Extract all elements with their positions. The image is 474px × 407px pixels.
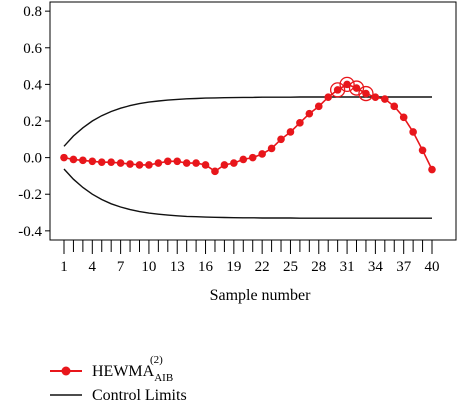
hewma-point xyxy=(230,159,238,167)
hewma-point xyxy=(352,84,361,92)
lower-control-limit xyxy=(63,168,432,219)
legend-hewma-label: HEWMAAIB xyxy=(92,363,173,384)
y-tick-label: 0.4 xyxy=(23,77,42,93)
hewma-point xyxy=(201,161,210,169)
x-tick-label: 13 xyxy=(170,259,185,275)
hewma-point xyxy=(333,86,342,94)
hewma-point xyxy=(343,80,351,89)
hewma-point xyxy=(390,102,399,111)
y-tick-label: -0.4 xyxy=(18,224,42,240)
hewma-point xyxy=(399,113,408,122)
hewma-point xyxy=(248,153,257,162)
hewma-series xyxy=(60,76,436,176)
out-of-control-ring xyxy=(358,85,374,102)
hewma-point xyxy=(69,155,78,164)
hewma-point xyxy=(371,93,380,101)
legend-item-control-limits: Control Limits xyxy=(50,387,187,404)
hewma-point xyxy=(173,157,182,166)
hewma-point xyxy=(182,159,191,167)
x-tick-label: 28 xyxy=(311,259,326,275)
hewma-point xyxy=(324,93,333,101)
y-tick-label: 0.6 xyxy=(23,41,42,57)
x-tick-label: 19 xyxy=(226,259,241,275)
y-tick-label: 0.2 xyxy=(23,114,42,130)
y-tick-label: 0.0 xyxy=(23,151,42,167)
x-tick-label: 16 xyxy=(198,259,214,275)
x-tick-label: 34 xyxy=(368,259,384,275)
legend-hewma-superscript: (2) xyxy=(150,354,163,366)
hewma-line xyxy=(63,83,433,173)
hewma-point xyxy=(154,159,163,167)
hewma-point xyxy=(277,135,285,144)
hewma-point xyxy=(116,159,125,167)
x-tick-label: 7 xyxy=(117,259,125,275)
hewma-point xyxy=(409,128,417,136)
hewma-point xyxy=(97,158,106,166)
x-tick-label: 10 xyxy=(141,259,156,275)
hewma-point xyxy=(220,161,229,169)
legend-item-hewma: HEWMAAIB (2) xyxy=(50,354,173,384)
hewma-point xyxy=(79,156,87,165)
hewma-point xyxy=(305,109,314,118)
control-limit-lines xyxy=(63,96,432,219)
legend-hewma-subscript: AIB xyxy=(154,372,173,384)
x-axis: 1 4 7 10 13 16 19 22 25 28 31 34 37 40 xyxy=(60,240,440,275)
hewma-point xyxy=(145,161,153,169)
hewma-point xyxy=(286,128,295,136)
x-tick-label: 22 xyxy=(255,259,270,275)
legend-hewma-marker xyxy=(61,366,71,376)
legend-hewma-name: HEWMA xyxy=(92,363,155,380)
hewma-point xyxy=(88,157,97,166)
x-tick-label: 4 xyxy=(89,259,97,275)
x-tick-label: 40 xyxy=(425,259,440,275)
hewma-point xyxy=(418,146,427,155)
hewma-point xyxy=(211,167,219,176)
legend-control-limits-label: Control Limits xyxy=(92,387,187,404)
y-tick-label: 0.8 xyxy=(23,4,42,20)
y-tick-label: -0.2 xyxy=(18,187,42,203)
hewma-point xyxy=(107,158,115,166)
hewma-point xyxy=(267,144,276,153)
x-tick-label: 25 xyxy=(283,259,298,275)
x-tick-label: 37 xyxy=(396,259,412,275)
hewma-point xyxy=(381,95,389,103)
x-tick-label: 31 xyxy=(340,259,355,275)
hewma-point xyxy=(126,160,134,168)
hewma-point xyxy=(428,165,436,174)
x-axis-title: Sample number xyxy=(210,287,312,304)
y-axis: -0.4 -0.2 0.0 0.2 0.4 0.6 0.8 xyxy=(18,4,50,240)
hewma-point xyxy=(135,161,144,169)
x-tick-label: 1 xyxy=(60,259,68,275)
hewma-point xyxy=(239,155,248,164)
hewma-point xyxy=(192,159,200,167)
hewma-point xyxy=(296,119,304,127)
out-of-control-ring xyxy=(339,76,355,93)
out-of-control-ring xyxy=(329,82,346,98)
hewma-point xyxy=(60,153,68,162)
hewma-point xyxy=(163,157,172,166)
hewma-point xyxy=(362,89,370,98)
legend: HEWMAAIB (2) Control Limits xyxy=(50,354,187,404)
out-of-control-ring xyxy=(348,80,365,96)
hewma-point xyxy=(258,150,266,158)
hewma-point xyxy=(314,102,323,111)
upper-control-limit xyxy=(63,96,432,147)
